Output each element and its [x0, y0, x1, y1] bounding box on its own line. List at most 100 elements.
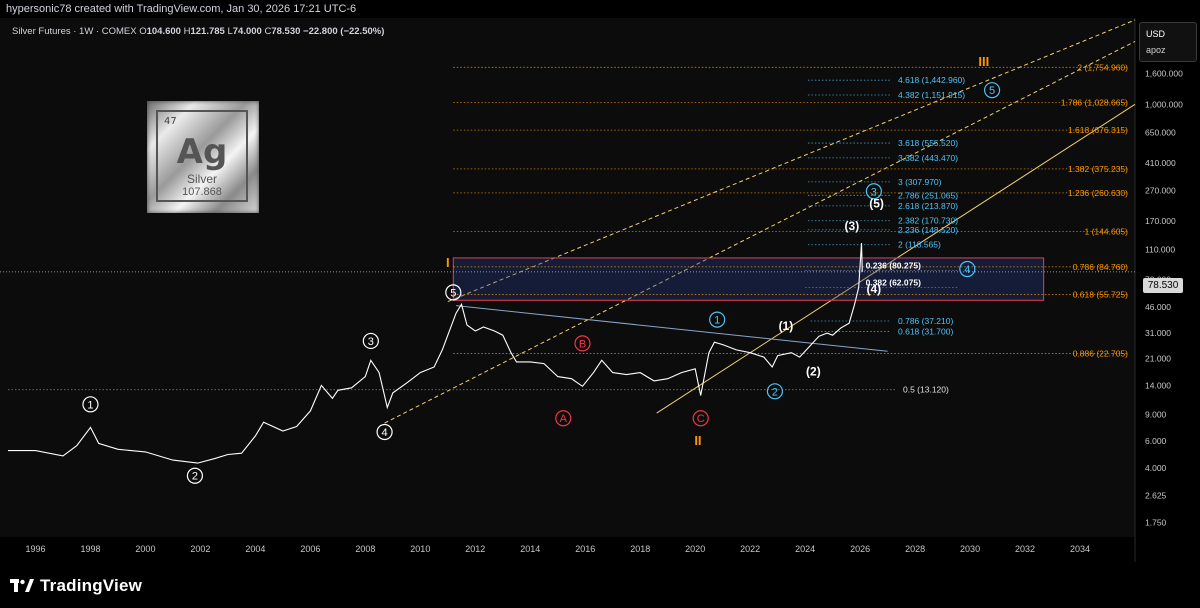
wave-label-paren: (1) — [779, 319, 794, 333]
fib-orange-label: 0.886 (22.705) — [1073, 349, 1128, 359]
wave-label-circle — [186, 467, 204, 484]
open-value: 104.600 — [146, 26, 181, 37]
fib-cyan-label: 4.618 (1,442.960) — [898, 75, 965, 85]
low-value: 74.000 — [232, 26, 262, 37]
footer-bar: TradingView — [0, 562, 1200, 608]
fib-white-label: 0.382 (62.075) — [866, 277, 921, 287]
wave-label: 2 — [192, 471, 198, 483]
wave-label-roman: II — [694, 433, 701, 448]
descending-trendline — [455, 305, 888, 352]
y-tick-label: 650.000 — [1145, 128, 1176, 138]
wave-label: C — [697, 413, 705, 425]
change-value: −22.800 (−22.50%) — [303, 26, 385, 37]
x-tick-label: 2020 — [685, 544, 705, 554]
wave-label: 3 — [871, 186, 877, 198]
fib-orange-label: 1 (144.605) — [1085, 227, 1129, 237]
wave-label-circle — [865, 183, 882, 200]
wave-label-paren: (2) — [806, 364, 821, 378]
scale-settings[interactable]: USD apoz — [1139, 22, 1197, 62]
fib-cyan-label: 2.618 (213.870) — [898, 201, 958, 211]
y-tick-label: 9.000 — [1145, 409, 1167, 419]
fib-cyan-label: 0.618 (31.700) — [898, 327, 953, 337]
channel-lower-dashed — [384, 40, 1136, 424]
x-tick-label: 2032 — [1015, 544, 1035, 554]
scale-mode-label: apoz — [1146, 45, 1166, 55]
wave-label-circle — [692, 410, 709, 427]
time-axis-pane — [0, 537, 1135, 562]
atomic-mass: 107.868 — [182, 186, 222, 198]
price-line — [8, 242, 863, 464]
y-tick-label: 2.625 — [1145, 491, 1167, 501]
x-tick-label: 2034 — [1070, 544, 1090, 554]
tradingview-logo-icon — [10, 579, 34, 592]
channel-support-line — [656, 103, 1136, 414]
wave-label-circle — [959, 260, 976, 278]
wave-label: 5 — [450, 287, 456, 299]
fib-cyan-label: 3 (307.970) — [898, 177, 942, 187]
x-tick-label: 2026 — [850, 544, 870, 554]
wave-label-paren: (4) — [867, 282, 882, 296]
fib-cyan-label: 2.236 (148.520) — [898, 225, 958, 235]
x-tick-label: 2008 — [355, 544, 375, 554]
silver-element-tile: 47 Ag Silver 107.868 — [147, 101, 259, 213]
fib-cyan-label: 2.382 (170.730) — [898, 216, 958, 226]
fib-orange-label: 2 (1,754.960) — [1077, 62, 1128, 72]
wave-label: 2 — [772, 386, 778, 398]
wave-label: 4 — [382, 427, 388, 439]
tradingview-logo[interactable]: TradingView — [10, 576, 142, 596]
wave-label-circle — [709, 311, 726, 328]
fib-cyan-label: 3.382 (443.470) — [898, 153, 958, 163]
close-value: 78.530 — [271, 26, 301, 37]
wave-label: 3 — [368, 336, 374, 348]
x-tick-label: 2014 — [520, 544, 540, 554]
open-label: O — [139, 26, 147, 37]
y-tick-label: 6.000 — [1145, 436, 1167, 446]
y-tick-label: 170.000 — [1145, 216, 1176, 226]
symbol-name: Silver Futures · 1W · COMEX — [12, 26, 137, 37]
x-tick-label: 2002 — [190, 544, 210, 554]
wave-label: 4 — [964, 264, 970, 276]
x-tick-label: 2010 — [410, 544, 430, 554]
x-tick-label: 2030 — [960, 544, 980, 554]
wave-label-circle — [376, 423, 393, 441]
wave-label: 1 — [87, 399, 93, 411]
y-tick-label: 1,600.000 — [1145, 68, 1183, 78]
currency-label: USD — [1146, 29, 1166, 39]
y-tick-label: 410.000 — [1145, 158, 1176, 168]
x-tick-label: 2004 — [245, 544, 265, 554]
x-tick-label: 1998 — [80, 544, 100, 554]
atomic-number: 47 — [164, 116, 177, 127]
wave-label-circle — [766, 383, 784, 400]
wave-label: A — [560, 413, 568, 425]
y-tick-label: 31.000 — [1145, 328, 1171, 338]
fib-cyan-label: 0.786 (37.210) — [898, 316, 953, 326]
close-label: C — [264, 26, 272, 37]
x-tick-label: 2022 — [740, 544, 760, 554]
y-tick-label: 4.000 — [1145, 463, 1167, 473]
x-tick-label: 2018 — [630, 544, 650, 554]
element-tile-border: 47 Ag Silver 107.868 — [156, 110, 248, 202]
symbol-legend: Silver Futures · 1W · COMEX O104.600 H12… — [12, 26, 384, 37]
x-tick-label: 2000 — [135, 544, 155, 554]
y-tick-label: 1.750 — [1145, 517, 1167, 527]
attribution-text: hypersonic78 created with TradingView.co… — [6, 3, 357, 15]
y-tick-label: 14.000 — [1145, 380, 1171, 390]
y-tick-label: 46.000 — [1145, 302, 1171, 312]
fib-orange-label: 0.618 (55.725) — [1073, 289, 1128, 299]
price-chart[interactable]: 2,400.0001,600.0001,000.000650.000410.00… — [0, 0, 1200, 562]
element-name: Silver — [186, 172, 217, 186]
fib-white-label: 0.236 (80.275) — [866, 260, 921, 270]
wave-label-circle — [574, 335, 591, 352]
fib-orange-label: 1.618 (676.315) — [1068, 125, 1128, 135]
wave-label-roman: I — [446, 255, 450, 270]
attribution-bar: hypersonic78 created with TradingView.co… — [0, 0, 1200, 18]
x-tick-label: 2024 — [795, 544, 815, 554]
y-tick-label: 21.000 — [1145, 354, 1171, 364]
fib-orange-label: 1.786 (1,028.665) — [1061, 97, 1128, 107]
current-price-tag: 78.530 — [1143, 278, 1183, 293]
wave-label-circle — [82, 396, 99, 413]
wave-label: 1 — [714, 315, 720, 327]
fib-orange-label: 1.382 (375.235) — [1068, 164, 1128, 174]
fib-cyan-label: 2 (118.565) — [898, 240, 941, 250]
y-tick-label: 1,000.000 — [1145, 99, 1183, 109]
